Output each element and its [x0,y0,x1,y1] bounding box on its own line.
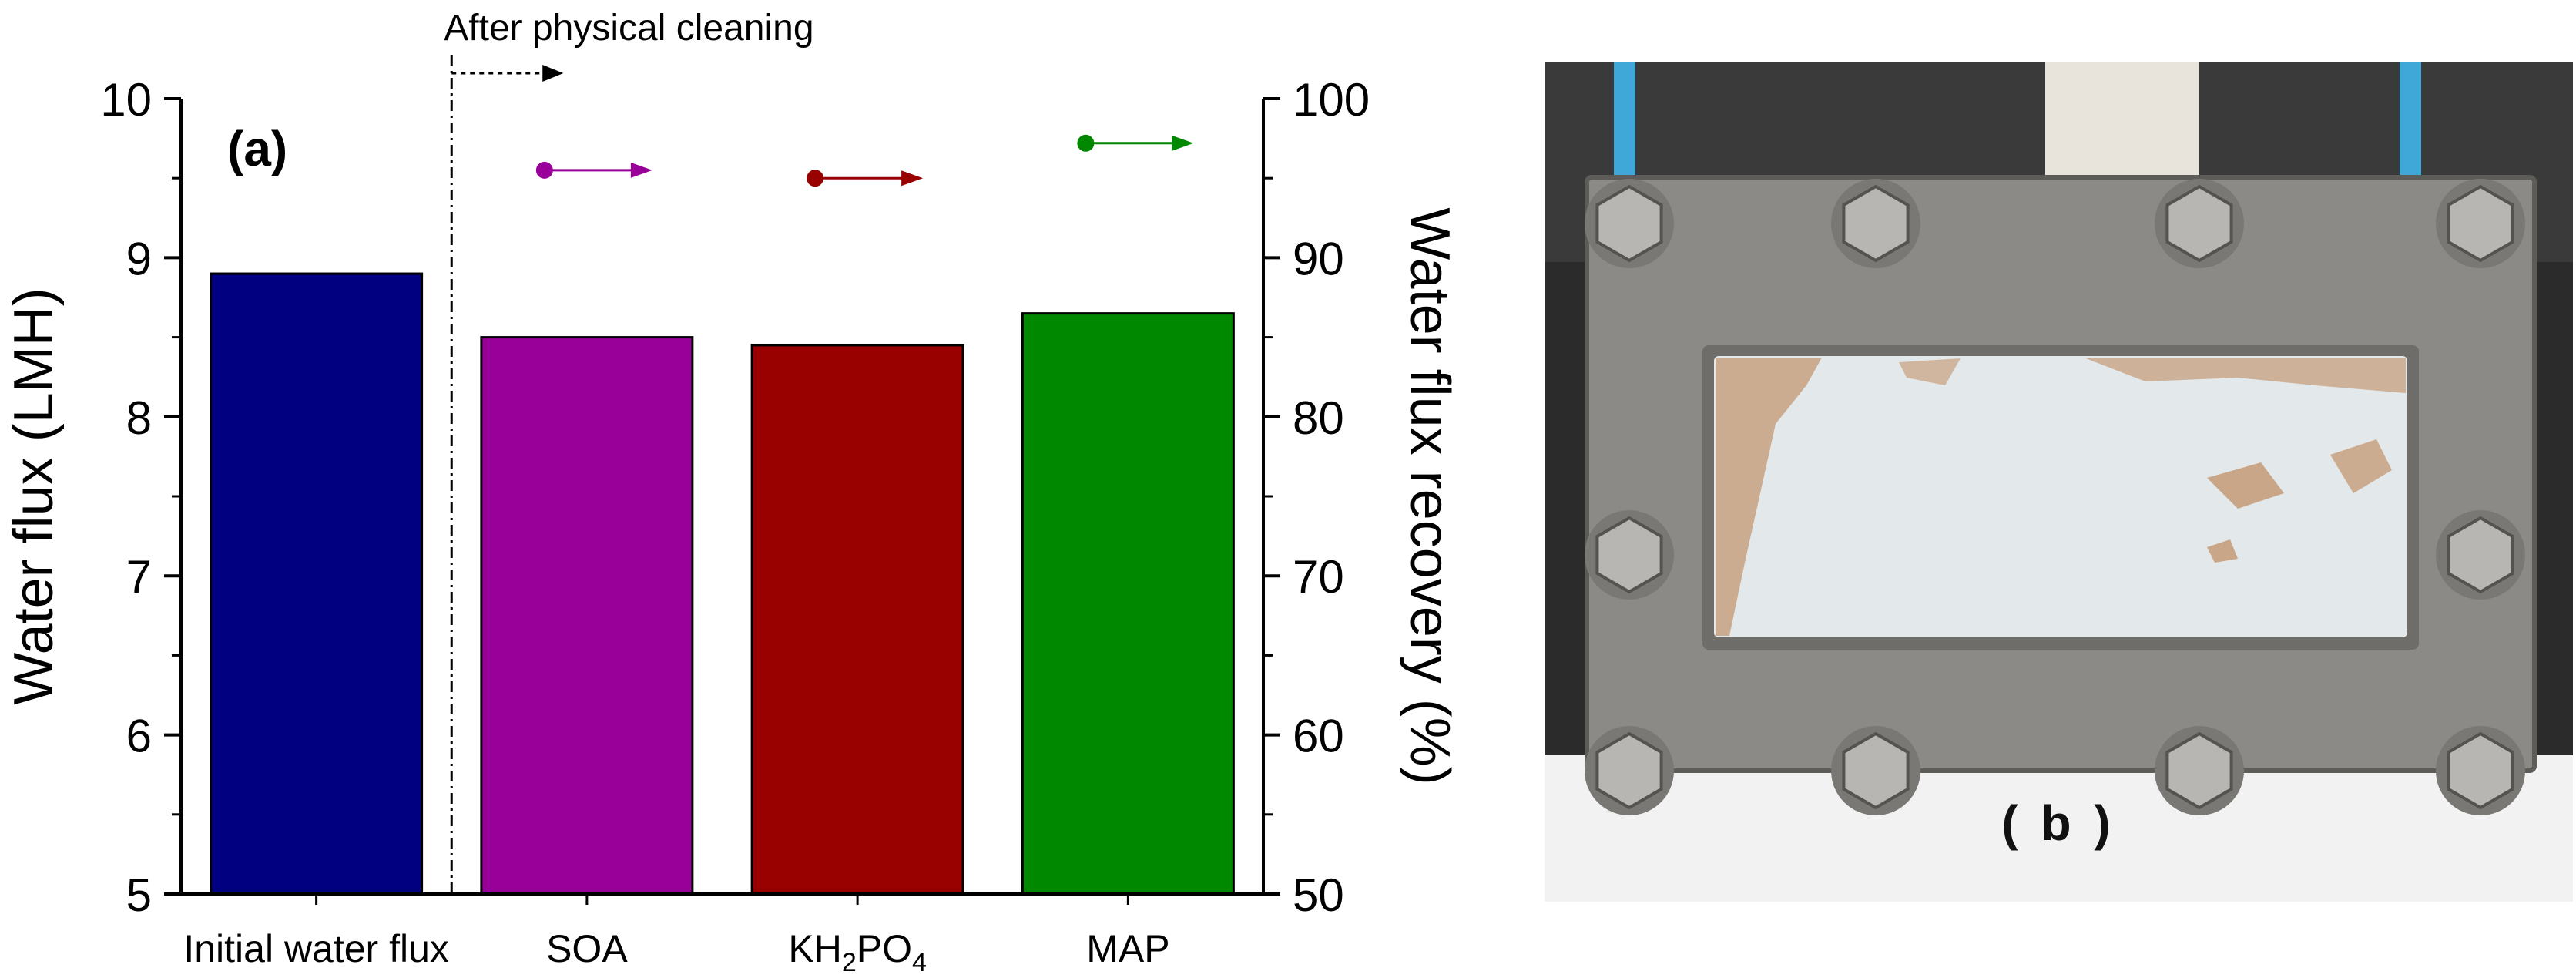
fouling-spot-1 [2207,462,2284,509]
x-tick-label: SOA [546,927,628,970]
bolt-head [2447,731,2514,810]
cell-frame-edge [1585,175,2537,773]
recovery-point-2 [1077,134,1095,152]
recovery-point-0 [535,161,553,179]
bolt-head [2165,184,2233,263]
bolt-head [1842,731,1910,810]
fouling-spot-4 [1899,358,1961,385]
bench-surface [1545,755,2573,902]
y-tick-label-right: 70 [1293,551,1344,603]
y-tick-label-right: 50 [1293,869,1344,921]
y-tick-label-left: 8 [126,392,152,444]
bar-0 [210,272,424,896]
bar-2 [750,344,964,896]
bolts [1585,179,2525,815]
x-tick-label: Initial water flux [183,927,449,970]
fouling-top-right [2084,358,2406,393]
y-tick-label-right: 80 [1293,392,1344,444]
recovery-arrow-head-0 [630,162,652,178]
reagent-bottle [2045,62,2199,185]
bolt-head [2447,516,2514,594]
fouling-left [1716,358,1822,636]
y-tick-label-right: 90 [1293,233,1344,284]
recovery-arrow-head-2 [1172,135,1194,151]
recovery-arrow-head-1 [901,170,924,187]
y-tick-label-left: 7 [126,551,152,603]
photo-label: ( b ) [2001,795,2115,851]
bolt-head [1595,731,1663,810]
membrane-cell-photo: ( b ) [1545,62,2573,902]
bolt-head [2165,731,2233,810]
bolt-head [2447,184,2514,263]
bar-chart: 5 6 7 8 9 10 50 60 70 80 90 100 Initial water flux SO… [3,8,1461,977]
x-tick-label: MAP [1086,927,1169,970]
y-tick-label-left: 5 [126,869,152,921]
tube-right [2400,62,2421,177]
y-tick-label-left: 10 [100,74,152,126]
panel-label: (a) [227,121,287,176]
bolt-head [1595,516,1663,594]
plot-area: 5 6 7 8 9 10 50 60 70 80 90 100 Initial water flux SO… [3,8,1461,977]
y-axis-title: Water flux (LMH) [3,287,65,704]
annotation-arrow-head [542,65,564,82]
bar-3 [1021,312,1235,896]
recovery-point-1 [807,170,824,187]
y-tick-label-left: 9 [126,233,152,284]
membrane-surface [1714,356,2407,637]
bolt-head [1595,184,1663,263]
x-tick-label: KH2PO4 [788,927,927,977]
y-tick-label-left: 6 [126,711,152,762]
y2-axis-title: Water flux recovery (%) [1399,207,1461,785]
photo-panel-b: ( b ) [1545,62,2573,902]
bar-1 [480,336,694,896]
fouling-spot-3 [2207,539,2238,563]
bolt-head [1842,184,1910,263]
fouling-spot-2 [2330,439,2392,493]
tube-left [1614,62,1635,177]
y-tick-label-right: 60 [1293,711,1344,762]
cleaning-annotation: After physical cleaning [444,8,813,49]
y-tick-label-right: 100 [1293,74,1370,126]
